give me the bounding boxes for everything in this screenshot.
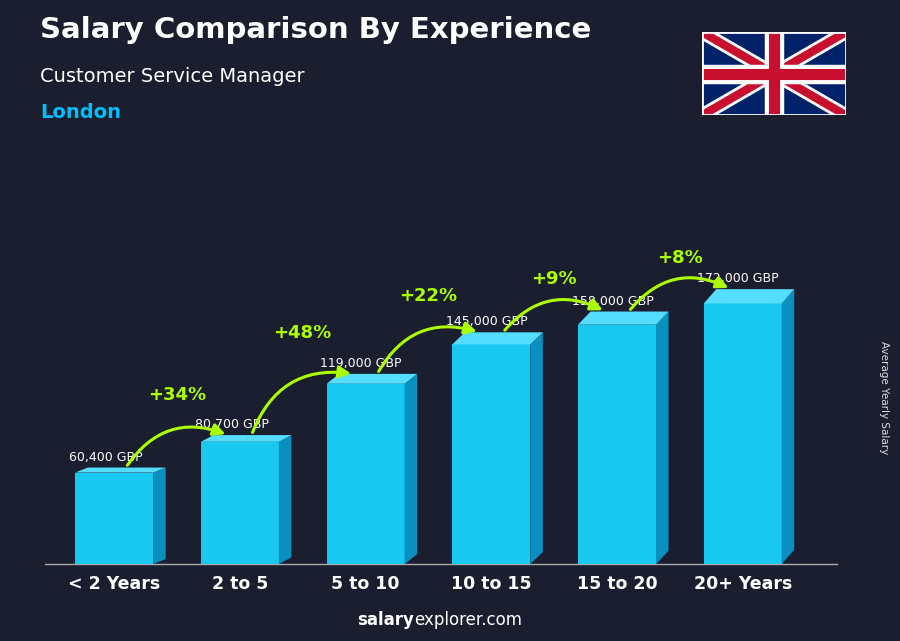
Text: 145,000 GBP: 145,000 GBP xyxy=(446,315,527,328)
Polygon shape xyxy=(153,467,166,564)
Text: salary: salary xyxy=(357,612,414,629)
Bar xyxy=(453,344,530,564)
Text: 172,000 GBP: 172,000 GBP xyxy=(698,272,779,285)
Text: +22%: +22% xyxy=(400,287,457,305)
Bar xyxy=(76,472,153,564)
Polygon shape xyxy=(704,289,795,303)
Polygon shape xyxy=(404,374,417,564)
Polygon shape xyxy=(782,289,795,564)
Text: 158,000 GBP: 158,000 GBP xyxy=(572,294,653,308)
Bar xyxy=(578,325,656,564)
Bar xyxy=(201,442,279,564)
Polygon shape xyxy=(656,312,669,564)
Text: Customer Service Manager: Customer Service Manager xyxy=(40,67,305,87)
Text: +48%: +48% xyxy=(274,324,332,342)
Text: London: London xyxy=(40,103,122,122)
Text: explorer.com: explorer.com xyxy=(414,612,522,629)
Polygon shape xyxy=(279,435,292,564)
Text: +34%: +34% xyxy=(148,386,206,404)
Text: +9%: +9% xyxy=(531,271,577,288)
Polygon shape xyxy=(76,467,166,472)
Text: 119,000 GBP: 119,000 GBP xyxy=(320,357,401,370)
Polygon shape xyxy=(327,374,417,384)
Text: 80,700 GBP: 80,700 GBP xyxy=(194,418,268,431)
Polygon shape xyxy=(453,332,543,344)
Polygon shape xyxy=(578,312,669,325)
Bar xyxy=(704,303,782,564)
Text: Salary Comparison By Experience: Salary Comparison By Experience xyxy=(40,16,592,44)
Bar xyxy=(327,384,404,564)
Text: Average Yearly Salary: Average Yearly Salary xyxy=(878,341,889,454)
Text: 60,400 GBP: 60,400 GBP xyxy=(69,451,142,463)
Polygon shape xyxy=(530,332,543,564)
Text: +8%: +8% xyxy=(657,249,703,267)
Polygon shape xyxy=(201,435,292,442)
